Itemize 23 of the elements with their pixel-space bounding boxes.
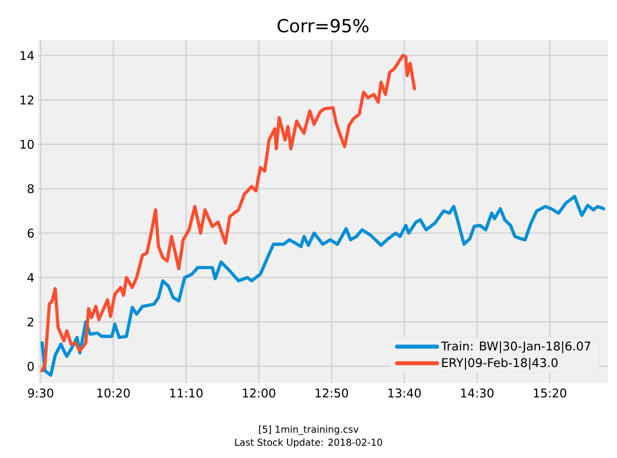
y-tick-label: 6 <box>28 228 34 238</box>
line-series <box>40 54 416 372</box>
legend-label: Train: BW|30-Jan-18|6.07 <box>441 341 590 354</box>
x-tick-label: 12:50 <box>316 388 348 398</box>
chart-title: Corr=95% <box>278 18 368 32</box>
x-tick-label: 12:00 <box>242 388 276 398</box>
text: Last Stock Update: 2018-02-10 <box>235 438 382 448</box>
y-tick-label: 8 <box>28 184 34 194</box>
x-tick-label: 14:30 <box>461 388 494 398</box>
x-tick-label: 13:40 <box>388 388 421 398</box>
line-series <box>40 194 606 377</box>
y-tick-label: 4 <box>27 273 34 282</box>
legend-label: ERY|09-Feb-18|43.0 <box>442 358 558 370</box>
text: [5] 1min_training.csv <box>259 426 358 435</box>
x-tick-label: 9:30 <box>28 388 54 398</box>
x-tick-label: 15:20 <box>534 388 566 398</box>
y-tick-label: 12 <box>20 95 34 104</box>
y-tick-label: 0 <box>28 362 34 371</box>
x-tick-label: 11:10 <box>170 388 203 398</box>
y-tick-label: 14 <box>20 51 34 60</box>
y-tick-label: 2 <box>28 317 34 326</box>
y-tick-label: 10 <box>20 140 34 149</box>
x-tick-label: 10:20 <box>97 388 130 398</box>
